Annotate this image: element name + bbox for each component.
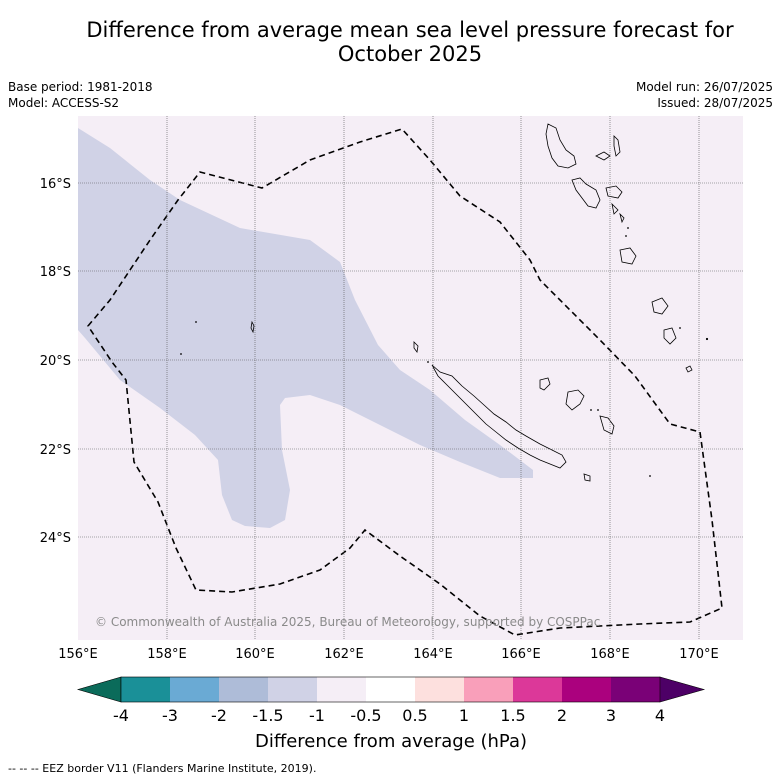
vanuatu-shepherd bbox=[619, 212, 625, 224]
vanuatu-ambrym bbox=[605, 185, 623, 199]
eez-border bbox=[87, 128, 723, 636]
colorbar-segment bbox=[611, 677, 661, 702]
vanuatu-maewo bbox=[613, 135, 621, 157]
colorbar-segment bbox=[562, 677, 612, 702]
colorbar: -4 -3 -2 -1.5 -1 -0.5 0.5 1 1.5 2 3 4 bbox=[76, 676, 706, 725]
vanuatu-espiritu-santo bbox=[545, 123, 577, 169]
colorbar-segment bbox=[366, 677, 416, 702]
lat-tick-label: 20°S bbox=[40, 354, 71, 369]
lon-tick-label: 170°E bbox=[679, 647, 719, 662]
colorbar-under-arrow bbox=[76, 676, 122, 703]
colorbar-tick-label: -1.5 bbox=[252, 706, 283, 725]
vanuatu-malekula bbox=[571, 177, 601, 209]
belep-island bbox=[413, 341, 419, 353]
vanuatu-tanna bbox=[663, 327, 677, 345]
colorbar-segment bbox=[268, 677, 318, 702]
colorbar-over-arrow bbox=[659, 676, 706, 703]
vanuatu-efate bbox=[619, 247, 637, 265]
colorbar-segment bbox=[121, 677, 171, 702]
lon-tick-label: 158°E bbox=[147, 647, 187, 662]
colorbar-tick-label: 4 bbox=[655, 706, 665, 725]
chart-title: Difference from average mean sea level p… bbox=[40, 18, 780, 66]
model-run: Model run: 26/07/2025 bbox=[635, 80, 773, 94]
colorbar-tick-label: -3 bbox=[162, 706, 178, 725]
loyalty-island-ouvea bbox=[539, 377, 551, 391]
lat-tick-label: 24°S bbox=[40, 531, 71, 546]
colorbar-segment bbox=[464, 677, 514, 702]
small-islets bbox=[180, 227, 709, 477]
colorbar-tick-label: -1 bbox=[309, 706, 325, 725]
colorbar-tick-label: 2 bbox=[557, 706, 567, 725]
lat-tick-label: 16°S bbox=[40, 177, 71, 192]
lat-tick-label: 18°S bbox=[40, 265, 71, 280]
colorbar-segment bbox=[170, 677, 220, 702]
model-name: Model: ACCESS-S2 bbox=[8, 96, 120, 110]
issued-date: Issued: 28/07/2025 bbox=[657, 96, 773, 110]
lon-tick-label: 164°E bbox=[413, 647, 453, 662]
chesterfield-reef bbox=[250, 320, 255, 334]
colorbar-tick-label: -2 bbox=[211, 706, 227, 725]
new-caledonia-island bbox=[431, 364, 567, 469]
eez-footnote: -- -- -- EEZ border V11 (Flanders Marine… bbox=[8, 762, 317, 775]
title-line-1: Difference from average mean sea level p… bbox=[86, 18, 734, 42]
colorbar-label: Difference from average (hPa) bbox=[255, 731, 527, 752]
base-period: Base period: 1981-2018 bbox=[8, 80, 153, 94]
coastlines bbox=[250, 123, 693, 482]
gridlines bbox=[78, 116, 743, 640]
colorbar-tick-label: -0.5 bbox=[350, 706, 381, 725]
colorbar-outline bbox=[120, 676, 661, 703]
colorbar-tick-label: 0.5 bbox=[402, 706, 427, 725]
meta-left: Base period: 1981-2018 Model: ACCESS-S2 bbox=[8, 79, 153, 111]
anomaly-region bbox=[78, 128, 533, 528]
loyalty-island-mare bbox=[599, 415, 615, 435]
colorbar-tick-label: 1.5 bbox=[500, 706, 525, 725]
title-line-2: October 2025 bbox=[337, 42, 483, 66]
latitude-labels: 16°S 18°S 20°S 22°S 24°S bbox=[40, 177, 71, 546]
lon-tick-label: 156°E bbox=[58, 647, 98, 662]
lat-tick-label: 22°S bbox=[40, 443, 71, 458]
colorbar-segment bbox=[513, 677, 563, 702]
colorbar-segment bbox=[415, 677, 465, 702]
copyright-text: © Commonwealth of Australia 2025, Bureau… bbox=[95, 615, 600, 629]
colorbar-tick-label: -4 bbox=[113, 706, 129, 725]
vanuatu-aneityum bbox=[685, 365, 693, 373]
lon-tick-label: 166°E bbox=[501, 647, 541, 662]
colorbar-segment bbox=[219, 677, 269, 702]
lon-tick-label: 168°E bbox=[590, 647, 630, 662]
loyalty-island-lifou bbox=[565, 389, 585, 411]
meta-right: Model run: 26/07/2025 Issued: 28/07/2025 bbox=[636, 79, 773, 111]
vanuatu-erromango bbox=[651, 297, 669, 315]
isle-of-pines bbox=[583, 473, 591, 482]
colorbar-tick-label: 1 bbox=[459, 706, 469, 725]
colorbar-tick-label: 3 bbox=[606, 706, 616, 725]
longitude-labels: 156°E 158°E 160°E 162°E 164°E 166°E 168°E 170°E bbox=[58, 647, 719, 662]
vanuatu-epi bbox=[611, 202, 619, 215]
lon-tick-label: 162°E bbox=[324, 647, 364, 662]
lon-tick-label: 160°E bbox=[235, 647, 275, 662]
colorbar-segment bbox=[317, 677, 367, 702]
